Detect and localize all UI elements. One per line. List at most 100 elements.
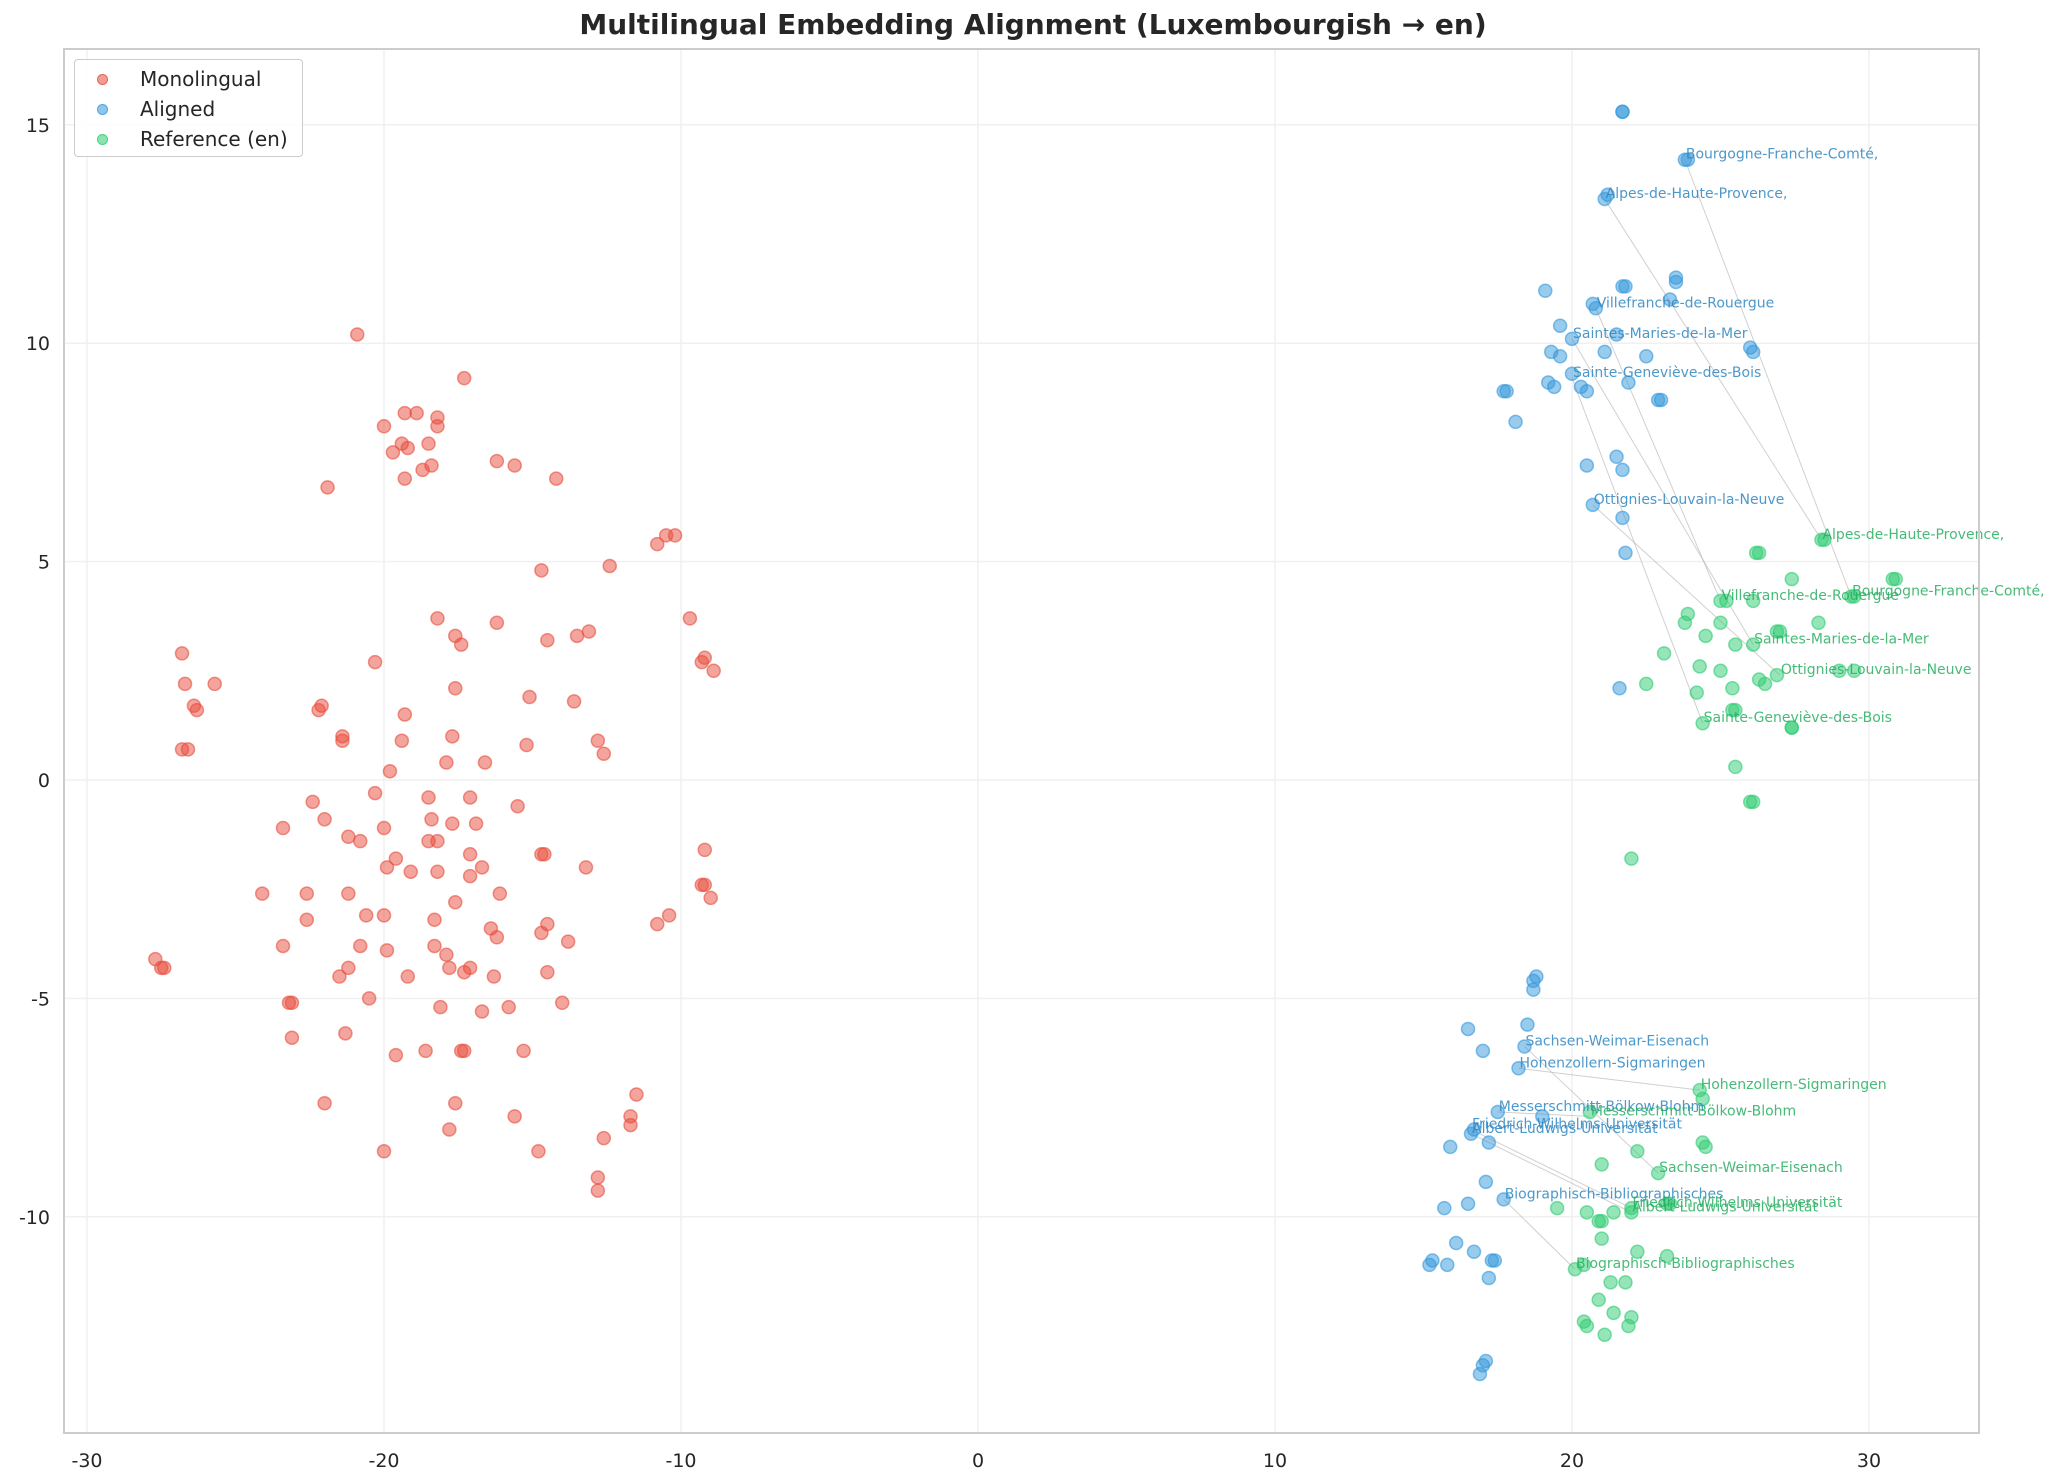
data-point bbox=[1659, 1248, 1675, 1264]
x-tick-label: 30 bbox=[1857, 1450, 1881, 1472]
legend-label: Reference (en) bbox=[140, 127, 288, 151]
grid-lines bbox=[64, 49, 1979, 1433]
axes-frame bbox=[63, 48, 1980, 1434]
point-label: Biographisch-Bibliographisches bbox=[1576, 1256, 1795, 1272]
point-label: Biographisch-Bibliographisches bbox=[1505, 1186, 1724, 1202]
data-point bbox=[376, 418, 392, 434]
data-point bbox=[397, 707, 413, 722]
point-label: Sainte-Geneviève-des-Bois bbox=[1704, 710, 1892, 726]
data-point bbox=[424, 458, 439, 473]
data-point bbox=[1653, 392, 1669, 408]
data-point bbox=[367, 785, 383, 801]
data-point bbox=[1630, 1244, 1645, 1259]
legend-marker-green-circle-icon bbox=[97, 133, 108, 145]
alignment-link bbox=[1684, 159, 1852, 597]
data-point bbox=[1549, 1200, 1565, 1216]
data-point bbox=[1535, 1109, 1550, 1124]
data-point bbox=[1618, 1275, 1633, 1290]
data-point bbox=[554, 995, 570, 1011]
data-point bbox=[560, 934, 576, 949]
data-point bbox=[1772, 624, 1788, 639]
data-point bbox=[489, 615, 505, 631]
data-point bbox=[335, 733, 350, 748]
data-point bbox=[1425, 1253, 1440, 1268]
data-point bbox=[394, 733, 410, 748]
point-label: Villefranche-de-Rouergue bbox=[1597, 295, 1775, 311]
data-point bbox=[489, 453, 505, 469]
data-point bbox=[430, 864, 445, 879]
data-point bbox=[1698, 628, 1713, 644]
data-point bbox=[379, 860, 395, 875]
data-point bbox=[486, 969, 502, 984]
data-point bbox=[566, 694, 582, 709]
data-point bbox=[382, 764, 398, 779]
data-point bbox=[430, 611, 445, 626]
legend-label: Aligned bbox=[140, 97, 216, 121]
data-point bbox=[1508, 414, 1523, 430]
data-point bbox=[385, 445, 401, 460]
data-point bbox=[1520, 1017, 1535, 1032]
data-point bbox=[1639, 676, 1654, 692]
data-point bbox=[1606, 1305, 1621, 1321]
data-point bbox=[1460, 1196, 1476, 1211]
data-point bbox=[1784, 571, 1800, 587]
data-point bbox=[1689, 685, 1704, 700]
data-point bbox=[1466, 1244, 1482, 1259]
data-point bbox=[474, 1004, 490, 1019]
data-point bbox=[400, 440, 416, 456]
data-point bbox=[1597, 1327, 1612, 1342]
data-point bbox=[1698, 1139, 1713, 1155]
data-point bbox=[1677, 615, 1693, 631]
data-point bbox=[1466, 1122, 1482, 1137]
data-point bbox=[507, 1109, 522, 1124]
legend-label: Monolingual bbox=[140, 67, 262, 91]
data-point bbox=[537, 847, 552, 862]
data-point bbox=[1603, 1275, 1618, 1290]
data-point bbox=[1692, 659, 1707, 674]
y-tick-label: 10 bbox=[26, 333, 50, 355]
point-label: Messerschmitt-Bölkow-Blohm bbox=[1591, 1103, 1796, 1119]
data-point bbox=[403, 864, 418, 879]
data-point bbox=[1511, 1061, 1526, 1076]
data-point bbox=[388, 1047, 404, 1063]
data-point bbox=[1594, 1231, 1609, 1246]
alignment-link bbox=[1571, 338, 1754, 645]
data-point bbox=[540, 632, 555, 648]
data-point bbox=[352, 938, 368, 954]
data-point bbox=[477, 755, 493, 770]
data-point bbox=[388, 851, 404, 866]
data-point bbox=[254, 886, 270, 901]
x-tick-label: -20 bbox=[368, 1450, 399, 1472]
legend: Monolingual Aligned Reference (en) bbox=[74, 59, 303, 157]
data-point bbox=[1811, 615, 1826, 631]
data-point bbox=[462, 960, 478, 976]
data-point bbox=[507, 458, 522, 473]
point-label: Bourgogne-Franche-Comté, bbox=[1852, 584, 2044, 600]
data-point bbox=[453, 637, 469, 652]
y-tick-label: 5 bbox=[38, 552, 50, 574]
data-point bbox=[358, 908, 374, 923]
alignment-link bbox=[1604, 198, 1822, 541]
data-point bbox=[350, 327, 365, 342]
data-point bbox=[649, 916, 665, 932]
data-point bbox=[1612, 681, 1627, 696]
data-point bbox=[602, 558, 617, 574]
data-point bbox=[1751, 545, 1767, 561]
y-axis-ticks: -10 -5 0 5 10 15 bbox=[19, 115, 50, 1229]
data-point bbox=[430, 833, 445, 849]
data-point bbox=[1564, 366, 1580, 382]
data-point bbox=[1656, 646, 1672, 661]
data-point bbox=[534, 563, 549, 578]
data-point bbox=[649, 536, 665, 552]
y-tick-label: -5 bbox=[31, 988, 50, 1010]
data-point bbox=[189, 702, 205, 718]
data-point bbox=[341, 829, 356, 845]
data-point bbox=[462, 847, 478, 862]
data-point bbox=[706, 663, 721, 679]
data-point bbox=[1639, 349, 1654, 364]
data-point bbox=[1725, 681, 1740, 696]
data-point bbox=[1490, 1104, 1505, 1120]
data-point bbox=[1609, 449, 1624, 465]
data-point bbox=[1713, 615, 1728, 631]
